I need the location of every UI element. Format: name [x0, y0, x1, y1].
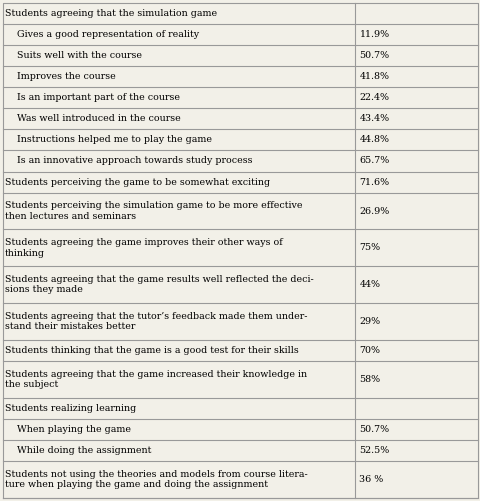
Text: Students realizing learning: Students realizing learning — [5, 404, 136, 413]
Text: 44%: 44% — [359, 280, 380, 289]
Text: 36 %: 36 % — [359, 475, 383, 484]
Text: Students not using the theories and models from course litera-
ture when playing: Students not using the theories and mode… — [5, 470, 307, 489]
Text: Students agreeing that the simulation game: Students agreeing that the simulation ga… — [5, 9, 216, 18]
Text: 58%: 58% — [359, 375, 380, 384]
Text: Is an innovative approach towards study process: Is an innovative approach towards study … — [5, 156, 252, 165]
Text: Instructions helped me to play the game: Instructions helped me to play the game — [5, 135, 212, 144]
Text: Students perceiving the simulation game to be more effective
then lectures and s: Students perceiving the simulation game … — [5, 201, 302, 221]
Text: 50.7%: 50.7% — [359, 51, 389, 60]
Text: When playing the game: When playing the game — [5, 425, 131, 434]
Text: 22.4%: 22.4% — [359, 93, 389, 102]
Text: 70%: 70% — [359, 346, 380, 355]
Text: Students agreeing that the game results well reflected the deci-
sions they made: Students agreeing that the game results … — [5, 275, 313, 295]
Text: 52.5%: 52.5% — [359, 446, 389, 455]
Text: 11.9%: 11.9% — [359, 30, 389, 39]
Text: 65.7%: 65.7% — [359, 156, 389, 165]
Text: 44.8%: 44.8% — [359, 135, 389, 144]
Text: Students perceiving the game to be somewhat exciting: Students perceiving the game to be somew… — [5, 177, 270, 186]
Text: 50.7%: 50.7% — [359, 425, 389, 434]
Text: 75%: 75% — [359, 243, 380, 253]
Text: 41.8%: 41.8% — [359, 72, 389, 81]
Text: 71.6%: 71.6% — [359, 177, 389, 186]
Text: Students agreeing the game improves their other ways of
thinking: Students agreeing the game improves thei… — [5, 238, 282, 258]
Text: While doing the assignment: While doing the assignment — [5, 446, 151, 455]
Text: Improves the course: Improves the course — [5, 72, 116, 81]
Text: Suits well with the course: Suits well with the course — [5, 51, 142, 60]
Text: Gives a good representation of reality: Gives a good representation of reality — [5, 30, 199, 39]
Text: Was well introduced in the course: Was well introduced in the course — [5, 114, 180, 123]
Text: Is an important part of the course: Is an important part of the course — [5, 93, 180, 102]
Text: 26.9%: 26.9% — [359, 206, 389, 215]
Text: 29%: 29% — [359, 317, 380, 326]
Text: Students thinking that the game is a good test for their skills: Students thinking that the game is a goo… — [5, 346, 298, 355]
Text: Students agreeing that the game increased their knowledge in
the subject: Students agreeing that the game increase… — [5, 370, 307, 389]
Text: 43.4%: 43.4% — [359, 114, 389, 123]
Text: Students agreeing that the tutor’s feedback made them under-
stand their mistake: Students agreeing that the tutor’s feedb… — [5, 312, 307, 331]
